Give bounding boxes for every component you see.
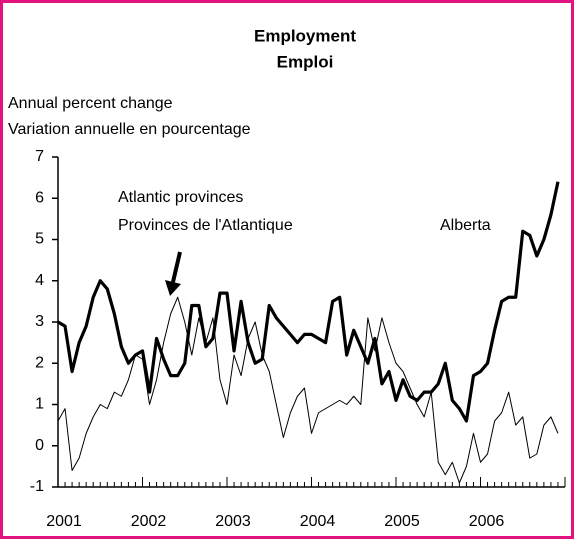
series-line bbox=[57, 181, 560, 423]
annotation: Atlantic provinces bbox=[118, 189, 243, 206]
series-line bbox=[57, 296, 559, 484]
x-tick-label: 2002 bbox=[131, 513, 167, 530]
annotation: Alberta bbox=[440, 217, 491, 234]
y-tick-label: 0 bbox=[35, 437, 44, 454]
x-tick-label: 2005 bbox=[384, 513, 420, 530]
arrow-shaft bbox=[171, 251, 182, 283]
x-tick-label: 2004 bbox=[300, 513, 336, 530]
y-axis-label: Variation annuelle en pourcentage bbox=[8, 121, 251, 138]
arrow-head bbox=[165, 280, 181, 296]
y-tick-label: 3 bbox=[35, 313, 44, 330]
y-tick-label: 5 bbox=[35, 231, 44, 248]
y-tick-label: -1 bbox=[30, 478, 44, 495]
y-tick-label: 2 bbox=[35, 354, 44, 371]
y-axis-label: Annual percent change bbox=[8, 95, 173, 112]
chart-title: Employment bbox=[254, 26, 356, 45]
y-tick-label: 1 bbox=[35, 396, 44, 413]
y-tick-label: 7 bbox=[35, 148, 44, 165]
y-tick-label: 6 bbox=[35, 189, 44, 206]
chart-subtitle: Emploi bbox=[277, 52, 334, 71]
y-tick-label: 4 bbox=[35, 272, 44, 289]
x-tick-label: 2006 bbox=[469, 513, 505, 530]
x-tick-label: 2001 bbox=[46, 513, 82, 530]
x-tick-label: 2003 bbox=[215, 513, 251, 530]
annotation: Provinces de l'Atlantique bbox=[118, 217, 293, 234]
